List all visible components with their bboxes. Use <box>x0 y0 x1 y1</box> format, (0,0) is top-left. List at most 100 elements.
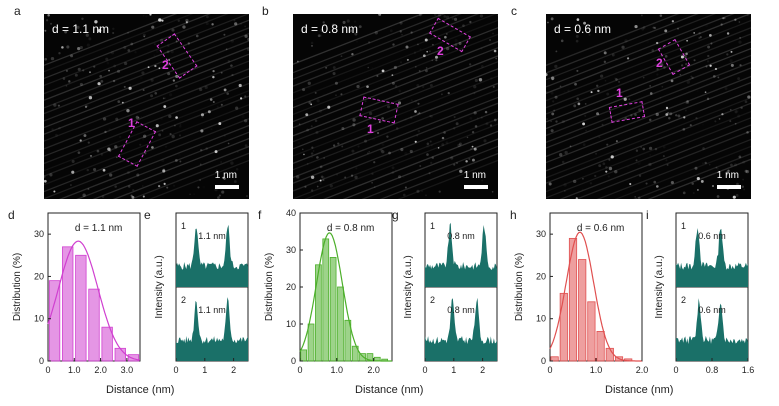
atom-dot <box>446 47 450 51</box>
atom-dot <box>608 158 611 161</box>
atom-dot <box>495 57 498 60</box>
atom-dot <box>141 71 145 75</box>
atom-dot <box>679 69 682 72</box>
atom-dot <box>705 65 708 68</box>
atom-dot <box>346 19 350 23</box>
atom-dot <box>576 18 580 21</box>
atom-dot <box>462 24 465 27</box>
lattice-fringe <box>304 123 498 199</box>
histogram-bar <box>300 349 308 362</box>
atom-dot <box>199 148 203 152</box>
y-axis-label: Distribution (%) <box>12 253 23 321</box>
atom-dot <box>618 166 620 168</box>
atom-dot <box>79 139 82 142</box>
atom-dot <box>203 186 206 189</box>
atom-dot <box>165 146 167 148</box>
atom-dot <box>662 155 665 158</box>
atom-dot <box>697 189 699 191</box>
scale-bar <box>464 185 488 189</box>
atom-dot <box>447 91 450 95</box>
atom-dot <box>79 45 83 50</box>
atom-dot <box>53 103 57 107</box>
atom-dot <box>381 117 385 120</box>
atom-dot <box>576 69 579 72</box>
y-tick-label: 0 <box>39 356 44 366</box>
lattice-fringe <box>293 61 498 143</box>
atom-dot <box>455 122 459 126</box>
atom-dot <box>698 31 701 35</box>
scale-bar-label: 1 nm <box>463 170 486 181</box>
atom-dot <box>485 122 489 126</box>
lattice-fringe <box>293 14 462 80</box>
x-tick-label: 1.6 <box>742 365 755 375</box>
atom-dot <box>661 85 664 88</box>
atom-dot <box>212 101 215 104</box>
atom-dot <box>585 129 587 132</box>
atom-dot <box>114 145 118 149</box>
atom-dot <box>416 134 419 137</box>
atom-dot <box>381 69 385 73</box>
lattice-fringe <box>546 67 751 149</box>
gaussian-fit-curve <box>549 231 642 362</box>
lattice-fringe <box>44 19 249 101</box>
lattice-fringe <box>546 75 751 158</box>
atom-dot <box>700 179 704 183</box>
atom-dot <box>627 166 630 169</box>
atom-dot <box>77 67 81 71</box>
atom-dot <box>82 69 85 72</box>
atom-dot <box>741 185 745 188</box>
x-tick-label: 0 <box>547 365 552 375</box>
atom-dot <box>151 146 154 149</box>
atom-dot <box>204 85 208 89</box>
atom-dot <box>559 85 562 88</box>
lattice-fringe <box>546 14 751 94</box>
atom-dot <box>577 50 580 53</box>
x-axis-label-de: Distance (nm) <box>106 384 175 396</box>
atom-dot <box>163 182 166 186</box>
atom-dot <box>399 21 403 25</box>
atom-dot <box>610 155 614 159</box>
atom-dot <box>391 166 395 170</box>
atom-dot <box>555 50 558 53</box>
stem-image-c: d = 0.6 nm 1 2 1 nm <box>546 14 751 199</box>
atom-dot <box>68 80 71 83</box>
atom-dot <box>588 33 591 36</box>
atom-dot <box>395 169 397 171</box>
atom-dot <box>718 118 721 120</box>
lattice-fringe <box>44 118 249 199</box>
atom-dot <box>413 51 417 54</box>
intensity-trace-2 <box>676 298 748 361</box>
atom-dot <box>57 104 60 107</box>
lattice-fringe <box>546 102 751 184</box>
panel-letter-f: f <box>258 208 262 222</box>
atom-dot <box>738 155 742 159</box>
atom-dot <box>371 181 374 184</box>
atom-dot <box>115 117 119 121</box>
atom-dot <box>87 188 90 190</box>
atom-dot <box>664 29 668 33</box>
atom-dot <box>649 154 651 156</box>
atom-dot <box>47 14 50 17</box>
atom-dot <box>739 36 742 39</box>
atom-dot <box>454 43 458 47</box>
atom-dot <box>44 29 47 32</box>
atom-dot <box>603 60 607 64</box>
atom-dot <box>560 39 564 43</box>
atom-dot <box>76 25 80 29</box>
atom-dot <box>707 54 710 58</box>
atom-dot <box>419 164 422 167</box>
lattice-fringe <box>293 89 498 171</box>
atom-dot <box>107 62 110 65</box>
atom-dot <box>316 156 319 159</box>
atom-dot <box>702 162 704 164</box>
atom-dot <box>561 160 565 164</box>
atom-dot <box>64 30 68 34</box>
lattice-fringe <box>546 97 751 179</box>
atom-dot <box>707 45 711 49</box>
atom-dot <box>396 105 400 108</box>
atom-dot <box>154 64 157 68</box>
atom-dot <box>709 34 712 37</box>
atom-dot <box>319 165 323 169</box>
atom-dot <box>663 66 666 69</box>
atom-dot <box>604 79 607 82</box>
